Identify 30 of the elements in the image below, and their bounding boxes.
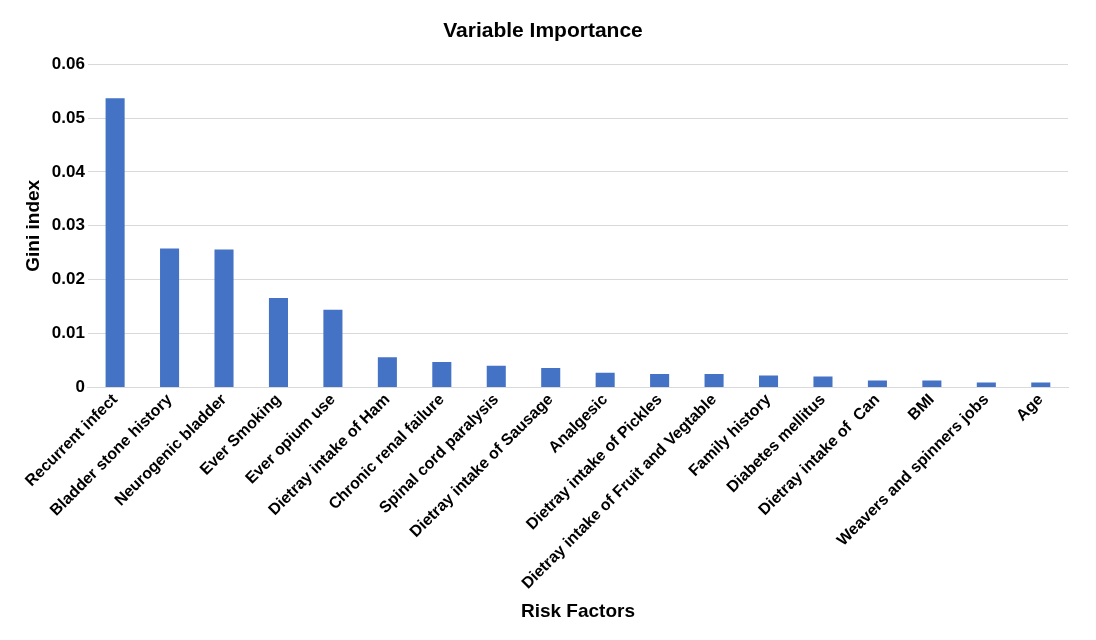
- y-tick-label: 0.05: [51, 107, 85, 127]
- bar: [323, 309, 343, 387]
- bar: [922, 380, 942, 387]
- x-tick-label: BMI: [904, 390, 938, 424]
- bar: [976, 382, 996, 387]
- bar: [867, 380, 887, 387]
- bar: [432, 362, 452, 387]
- chart-title: Variable Importance: [443, 18, 643, 42]
- bar: [268, 297, 288, 387]
- y-tick-label: 0.06: [51, 53, 85, 73]
- bar: [704, 373, 724, 387]
- y-axis-title: Gini index: [21, 179, 43, 272]
- x-tick-label: Age: [1012, 390, 1047, 424]
- bar: [377, 357, 397, 387]
- y-tick-label: 0.03: [51, 215, 85, 235]
- bar: [541, 368, 561, 387]
- bar: [486, 365, 506, 387]
- bar: [650, 373, 670, 387]
- bar: [1031, 382, 1051, 387]
- x-axis-title: Risk Factors: [520, 599, 635, 621]
- y-tick-label: 0.01: [51, 323, 85, 343]
- bar: [595, 372, 615, 387]
- bar: [813, 376, 833, 387]
- y-tick-label: 0: [75, 377, 85, 397]
- bar: [214, 249, 234, 387]
- bar: [160, 248, 180, 387]
- y-tick-label: 0.02: [51, 269, 85, 289]
- y-tick-label: 0.04: [51, 161, 86, 181]
- bar: [758, 375, 779, 387]
- bar: [105, 98, 125, 387]
